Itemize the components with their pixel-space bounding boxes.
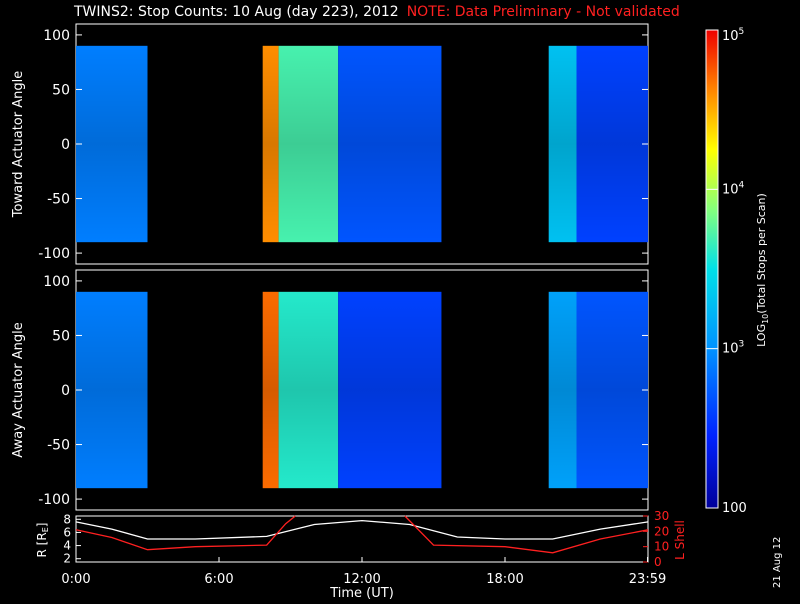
y-axis: -100 -50 0 50 100 — [38, 274, 648, 508]
colorbar: 100 103 104 105 LOG10(Total Stops per Scan) — [705, 27, 770, 516]
y-tick-label: 6 — [63, 525, 71, 539]
x-tick-label: 12:00 — [343, 572, 380, 587]
x-tick-label: 6:00 — [204, 572, 233, 587]
colorbar-tick-label: 104 — [722, 180, 745, 197]
lshell-axis-label: L Shell — [673, 520, 687, 560]
y-tick-label: 0 — [61, 383, 70, 399]
y-axis-label: Toward Actuator Angle — [11, 71, 26, 218]
y-tick-label: 2 — [63, 552, 71, 566]
colorbar-gradient — [705, 29, 719, 509]
y-tick-label: -100 — [38, 492, 70, 508]
heatmap-cells — [76, 291, 648, 489]
colorbar-tick-label: 100 — [722, 501, 747, 516]
colorbar-tick-label: 105 — [722, 27, 744, 44]
x-tick-label: 0:00 — [61, 572, 90, 587]
y-tick-label: 4 — [63, 539, 71, 553]
y2-tick-label: 10 — [654, 540, 669, 554]
x-tick-label: 23:59 — [629, 572, 666, 587]
y-tick-label: 0 — [61, 137, 70, 153]
colorbar-label: LOG10(Total Stops per Scan) — [755, 193, 770, 347]
heatmap-shading-0 — [76, 45, 148, 243]
x-axis: 0:00 6:00 12:00 18:00 23:59 — [61, 557, 666, 587]
orbit-series — [75, 515, 649, 554]
heatmap-shading-1 — [262, 45, 442, 243]
y-tick-label: 50 — [52, 328, 70, 344]
y2-tick-label: 20 — [654, 524, 669, 538]
y-tick-label: 50 — [52, 82, 70, 98]
y-tick-label: 100 — [43, 274, 70, 290]
y-tick-label: -50 — [47, 438, 70, 454]
panel-toward: -100 -50 0 50 100 Toward Actuator Angle — [11, 23, 649, 265]
colorbar-ticks: 100 103 104 105 — [706, 27, 747, 516]
x-axis-label: Time (UT) — [329, 586, 394, 600]
preliminary-note: NOTE: Data Preliminary - Not validated — [406, 4, 680, 20]
heatmap-cells — [76, 45, 648, 243]
y-axis-label: Away Actuator Angle — [11, 322, 26, 457]
date-stamp: 21 Aug 12 — [772, 536, 783, 588]
colorbar-tick-label: 103 — [722, 340, 744, 357]
chart-title: TWINS2: Stop Counts: 10 Aug (day 223), 2… — [74, 4, 680, 20]
y-tick-label: 100 — [43, 28, 70, 44]
panel-away: -100 -50 0 50 100 Away Actuator Angle — [11, 269, 649, 511]
r-axis-label: R [RE] — [35, 523, 50, 558]
heatmap-shading-2 — [548, 291, 648, 489]
title-text: TWINS2: Stop Counts: 10 Aug (day 223), 2… — [74, 4, 399, 20]
y2-tick-label: 30 — [654, 509, 669, 523]
x-tick-label: 18:00 — [486, 572, 523, 587]
orbit-line-2 — [404, 515, 649, 554]
heatmap-shading-0 — [76, 291, 148, 489]
y2-tick-label: 0 — [654, 555, 662, 569]
heatmap-shading-2 — [548, 45, 648, 243]
orbit-line-1 — [75, 515, 296, 551]
y-axis: -100 -50 0 50 100 — [38, 28, 648, 262]
heatmap-shading-1 — [262, 291, 442, 489]
y-tick-label: 8 — [63, 512, 71, 526]
y-tick-label: -50 — [47, 192, 70, 208]
y-tick-label: -100 — [38, 246, 70, 262]
orbit-line-0 — [75, 519, 649, 540]
